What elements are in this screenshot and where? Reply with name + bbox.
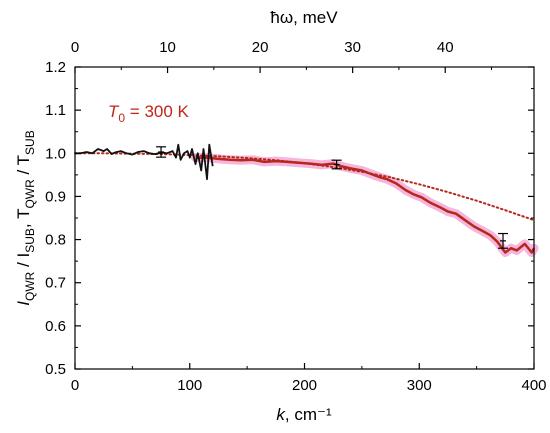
y-tick-label: 1.2	[45, 59, 66, 76]
top-tick-label: 0	[71, 39, 79, 56]
error-bar	[156, 146, 167, 158]
y-tick-label: 1.1	[45, 102, 66, 119]
x-tick-label: 400	[521, 377, 546, 394]
y-tick-label: 0.8	[45, 232, 66, 249]
x-tick-label: 100	[177, 377, 202, 394]
black-series-line	[75, 143, 214, 181]
top-axis: 10 20 30 40 0	[71, 39, 492, 73]
x-axis-label: k, cm⁻¹	[276, 405, 332, 424]
y-tick-label: 0.7	[45, 275, 66, 292]
x-tick-label: 200	[292, 377, 317, 394]
top-tick-label: 40	[437, 39, 454, 56]
y-tick-label: 0.5	[45, 361, 66, 378]
x-tick-label: 0	[71, 377, 79, 394]
plot-layer	[74, 143, 539, 257]
y-axis: 0.5 0.6 0.7 0.8 0.9 1.0 1.1 1.2	[45, 59, 534, 378]
x-axis: 0 100 200 300 400	[71, 363, 547, 394]
y-tick-label: 0.9	[45, 188, 66, 205]
temperature-annotation: T0 = 300 K	[108, 102, 190, 125]
y-tick-label: 0.6	[45, 318, 66, 335]
y-axis-label: IQWR / ISUB, TQWR / TSUB	[14, 130, 37, 305]
x-tick-label: 300	[407, 377, 432, 394]
top-tick-label: 30	[344, 39, 361, 56]
error-bar	[331, 159, 342, 170]
top-tick-label: 10	[159, 39, 176, 56]
red-series-line	[195, 156, 536, 254]
error-bar	[498, 232, 509, 249]
top-axis-label: ħω, meV	[270, 8, 338, 27]
top-tick-label: 20	[252, 39, 269, 56]
y-tick-label: 1.0	[45, 145, 66, 162]
